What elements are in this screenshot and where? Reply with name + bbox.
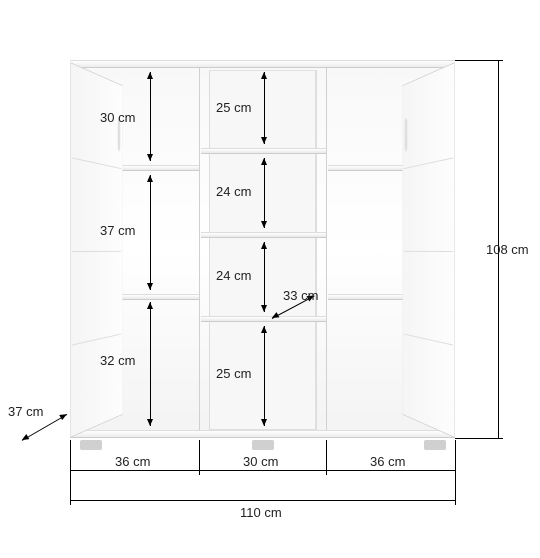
dim-label: 32 cm — [100, 353, 135, 368]
dim-label: 25 cm — [216, 100, 251, 115]
cabinet-top — [70, 60, 455, 68]
dim-baseline — [70, 470, 455, 471]
dim-leader — [199, 440, 200, 470]
dim-arrow — [264, 242, 265, 312]
dim-leader — [326, 440, 327, 470]
shelf-center-2 — [201, 232, 326, 238]
dim-label: 36 cm — [115, 454, 150, 469]
dim-leader — [70, 440, 71, 500]
dim-leader — [455, 438, 498, 439]
dim-label: 110 cm — [240, 505, 282, 520]
dim-label: 36 cm — [370, 454, 405, 469]
center-back-edge — [316, 70, 317, 430]
dim-leader — [455, 60, 498, 61]
dim-arrow — [264, 72, 265, 144]
dim-leader — [455, 440, 456, 500]
dim-arrow — [150, 175, 151, 290]
dim-baseline — [70, 500, 455, 501]
door-right — [402, 62, 455, 438]
handle-right — [405, 118, 407, 151]
dim-label: 30 cm — [243, 454, 278, 469]
dim-label: 108 cm — [486, 242, 529, 257]
cabinet-bottom — [70, 430, 455, 438]
shelf-center-3 — [201, 316, 326, 322]
dim-label: 37 cm — [100, 223, 135, 238]
diagram-stage: 30 cm 37 cm 32 cm 25 cm 24 cm 24 cm 25 c… — [0, 0, 540, 558]
dim-label: 25 cm — [216, 366, 251, 381]
foot — [252, 440, 274, 450]
foot — [80, 440, 102, 450]
dim-label: 33 cm — [283, 288, 318, 303]
center-back-edge — [209, 70, 210, 430]
dim-arrow — [150, 72, 151, 161]
dim-label: 24 cm — [216, 268, 251, 283]
dim-label: 30 cm — [100, 110, 135, 125]
dim-arrow — [264, 158, 265, 228]
dim-label: 24 cm — [216, 184, 251, 199]
divider-right — [326, 68, 327, 438]
foot — [424, 440, 446, 450]
shelf-center-1 — [201, 148, 326, 154]
dim-arrow — [150, 302, 151, 426]
dim-label: 37 cm — [8, 404, 43, 419]
dim-arrow — [264, 326, 265, 426]
divider-left — [199, 68, 200, 438]
